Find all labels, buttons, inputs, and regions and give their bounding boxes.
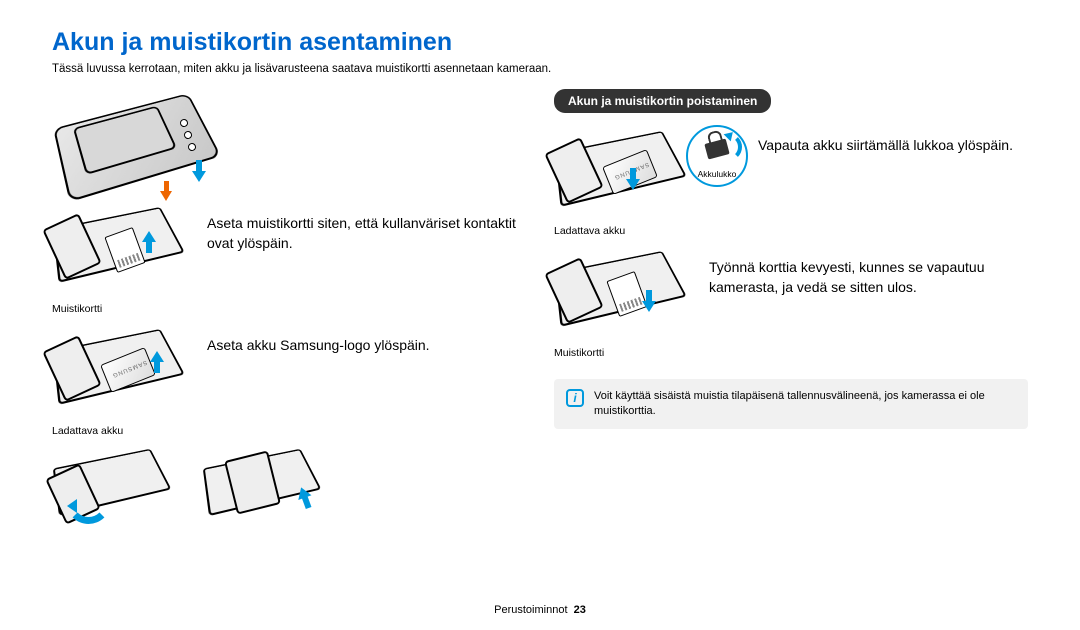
left-step2-row: SAMSUNG Ladattava akku Aseta akku Samsun… [52,323,526,437]
content-columns: Muistikortti Aseta muistikortti siten, e… [52,89,1028,535]
note-box: i Voit käyttää sisäistä muistia tilapäis… [554,379,1028,429]
figure-caption-battery: Ladattava akku [52,425,197,437]
right-step1-desc: Vapauta akku siirtämällä lukkoa ylöspäin… [714,123,1013,155]
left-step2-desc: Aseta akku Samsung-logo ylöspäin. [197,323,430,355]
lock-label: Akkulukko [688,169,746,179]
figure-camera-overview [52,89,227,199]
figure-insert-card: Muistikortti [52,201,197,315]
figure-remove-card: Muistikortti [554,245,699,359]
footer-section: Perustoiminnot [494,604,567,616]
left-step1-row: Muistikortti Aseta muistikortti siten, e… [52,201,526,315]
note-text: Voit käyttää sisäistä muistia tilapäisen… [594,389,1016,419]
right-column: Akun ja muistikortin poistaminen SAMSUNG… [554,89,1028,535]
footer-page-number: 23 [574,604,586,616]
info-icon: i [566,389,584,407]
page-footer: Perustoiminnot 23 [0,604,1080,616]
intro-text: Tässä luvussa kerrotaan, miten akku ja l… [52,63,1028,75]
figure-remove-battery: SAMSUNG Akkulukko Ladattava akku [554,123,714,237]
figure-insert-battery: SAMSUNG Ladattava akku [52,323,197,437]
battery-lock-inset: Akkulukko [686,125,748,187]
figure-caption-card: Muistikortti [52,303,197,315]
figure-caption-battery-remove: Ladattava akku [554,225,714,237]
right-step2-row: Muistikortti Työnnä korttia kevyesti, ku… [554,245,1028,359]
left-column: Muistikortti Aseta muistikortti siten, e… [52,89,526,535]
page-title: Akun ja muistikortin asentaminen [52,28,1028,57]
left-step1-desc: Aseta muistikortti siten, että kullanvär… [197,201,526,254]
figure-close-door-2 [202,445,334,535]
figure-close-door-1 [52,445,184,535]
right-step1-row: SAMSUNG Akkulukko Ladattava akku Vapauta… [554,123,1028,237]
figure-caption-card-remove: Muistikortti [554,347,699,359]
subheading: Akun ja muistikortin poistaminen [554,89,771,113]
left-closing-figures [52,445,526,535]
right-step2-desc: Työnnä korttia kevyesti, kunnes se vapau… [699,245,1028,298]
